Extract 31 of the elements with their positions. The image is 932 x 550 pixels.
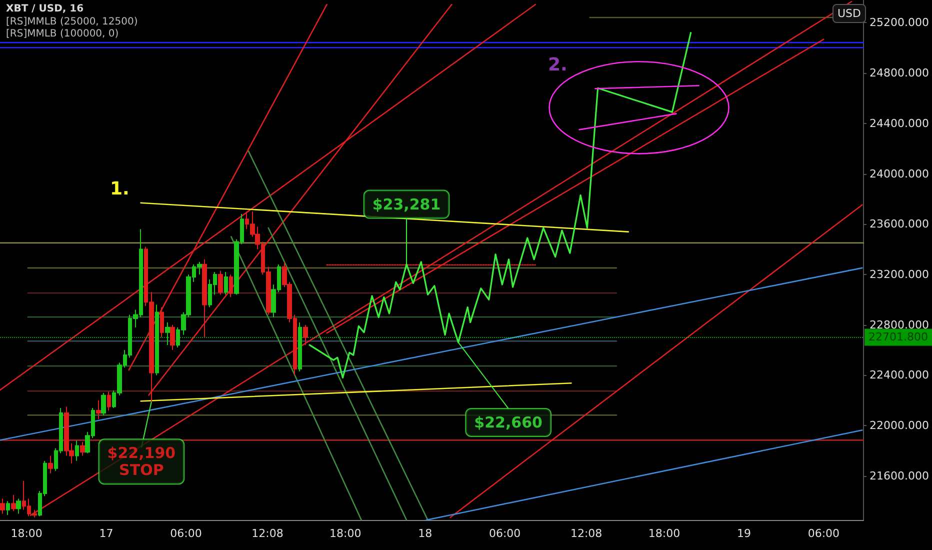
x-tick-label: 19 [736, 527, 751, 540]
x-tick-label: 06:00 [808, 527, 840, 540]
y-tick-label: 23200.000 [870, 268, 930, 281]
x-tick-label: 06:00 [488, 527, 521, 540]
x-tick-label: 18:00 [10, 527, 42, 540]
x-tick-label: 18:00 [330, 527, 362, 540]
x-tick-label: 18:00 [648, 527, 680, 540]
chart-title: XBT / USD, 16 [6, 4, 84, 14]
annotation: $22,660 [474, 413, 542, 432]
y-tick-label: 23600.000 [870, 218, 930, 231]
y-tick-label: 24000.000 [870, 167, 930, 180]
y-tick-label: 21600.000 [870, 469, 930, 482]
x-tick-label: 18 [418, 527, 432, 540]
y-tick-label: 22000.000 [870, 419, 930, 432]
annotation: $22,190 STOP [107, 444, 176, 480]
annotation: [RS]MMLB (100000, 0) [6, 28, 119, 40]
annotation: $23,281 [372, 195, 441, 214]
x-tick-label: 06:00 [170, 527, 202, 540]
annotation: [RS]MMLB (25000, 12500) [6, 16, 138, 28]
x-tick-label: 17 [99, 527, 114, 540]
y-axis-title: USD [837, 7, 862, 20]
annotation: 2. [548, 54, 568, 76]
ref-line-label: 22701.800 [868, 330, 928, 344]
y-tick-label: 22400.000 [870, 368, 930, 382]
y-tick-label: 25200.000 [870, 16, 930, 30]
x-tick-label: 12:08 [252, 527, 284, 540]
y-tick-label: 24800.000 [870, 66, 930, 80]
y-tick-label: 24400.000 [870, 116, 930, 130]
annotation: 1. [110, 178, 130, 200]
x-tick-label: 12:08 [570, 527, 602, 540]
y-tick-label: 22800.000 [870, 318, 930, 332]
